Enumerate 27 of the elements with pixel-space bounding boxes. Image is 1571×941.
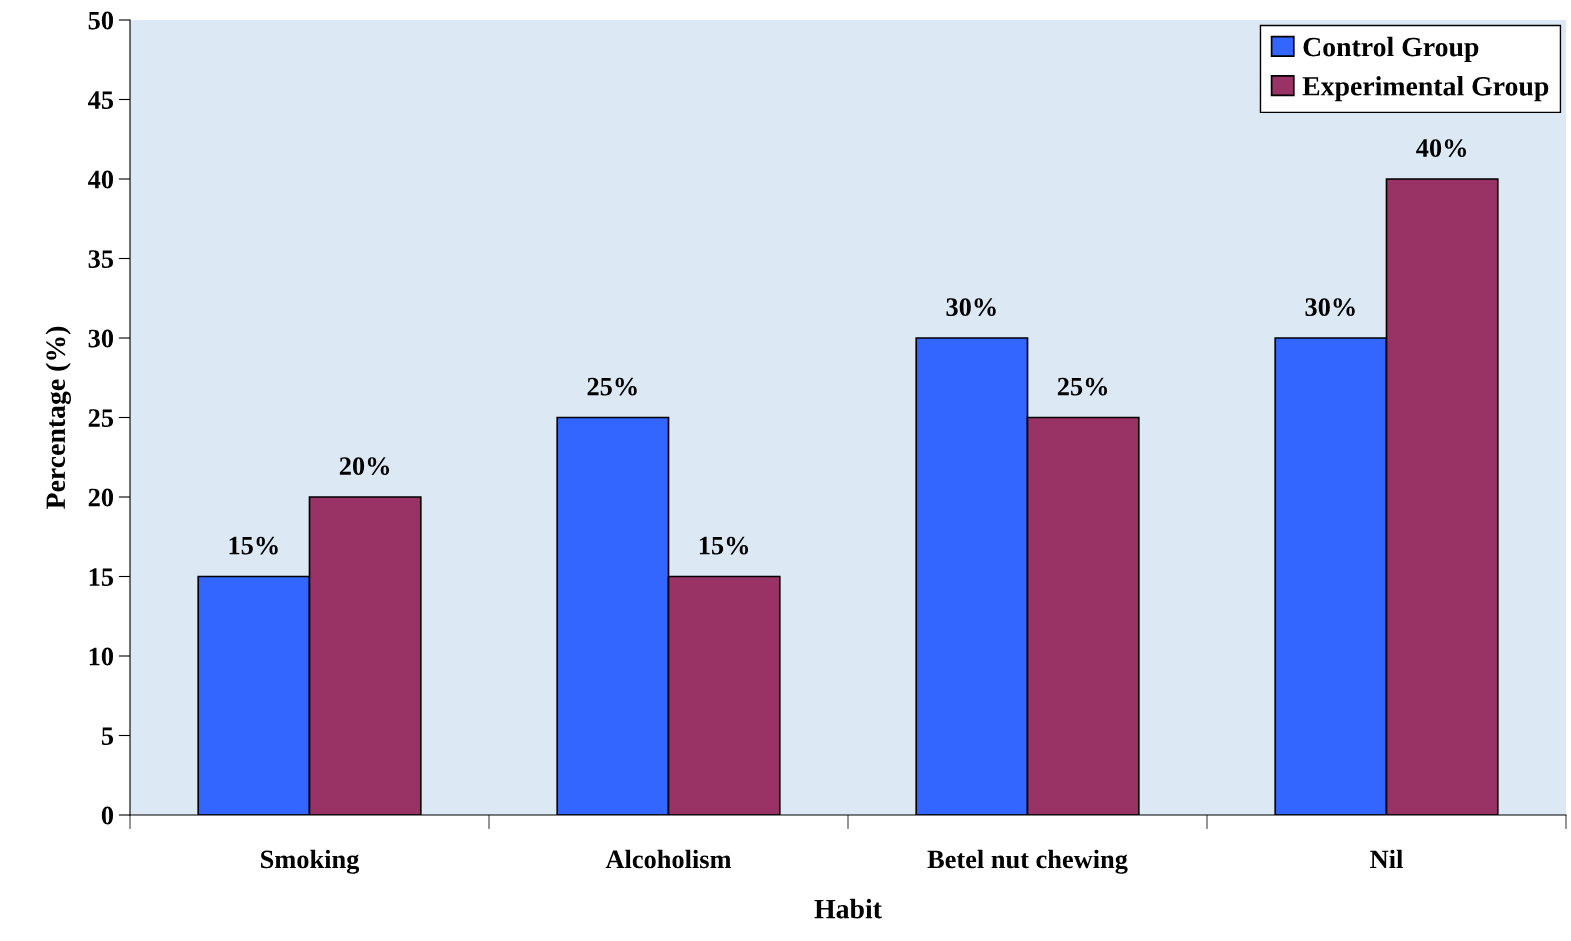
y-tick-label: 15 (89, 568, 114, 586)
y-tick-label: 25 (88, 409, 114, 427)
data-label: 40% (1416, 139, 1467, 158)
x-tick-label: Nil (1370, 849, 1403, 869)
x-tick-label: Betel nut chewing (927, 849, 1128, 874)
data-label: 30% (1305, 298, 1355, 317)
y-tick-label: 50 (88, 11, 114, 30)
y-tick-label: 0 (101, 806, 114, 825)
data-label: 30% (946, 298, 996, 317)
y-tick-label: 20 (88, 488, 114, 507)
y-tick-label: 10 (89, 647, 114, 666)
x-tick-label: Alcoholism (605, 849, 732, 869)
data-label: 25% (587, 377, 637, 396)
x-axis-title: Habit (814, 898, 882, 919)
y-tick-label: 30 (88, 329, 114, 348)
data-label: 25% (1057, 377, 1108, 396)
x-tick-label: Smoking (261, 849, 360, 874)
data-label: 15% (229, 536, 278, 555)
data-label: 20% (339, 457, 390, 476)
y-axis-title: Percentage (%) (45, 326, 71, 509)
data-label: 15% (699, 536, 749, 555)
y-tick-label: 45 (88, 91, 114, 109)
y-tick-label: 40 (88, 170, 114, 189)
legend-label: Control Group (1303, 36, 1479, 63)
legend-label: Experimental Group (1302, 76, 1549, 102)
y-tick-label: 35 (88, 250, 114, 268)
y-tick-label: 5 (101, 727, 114, 745)
